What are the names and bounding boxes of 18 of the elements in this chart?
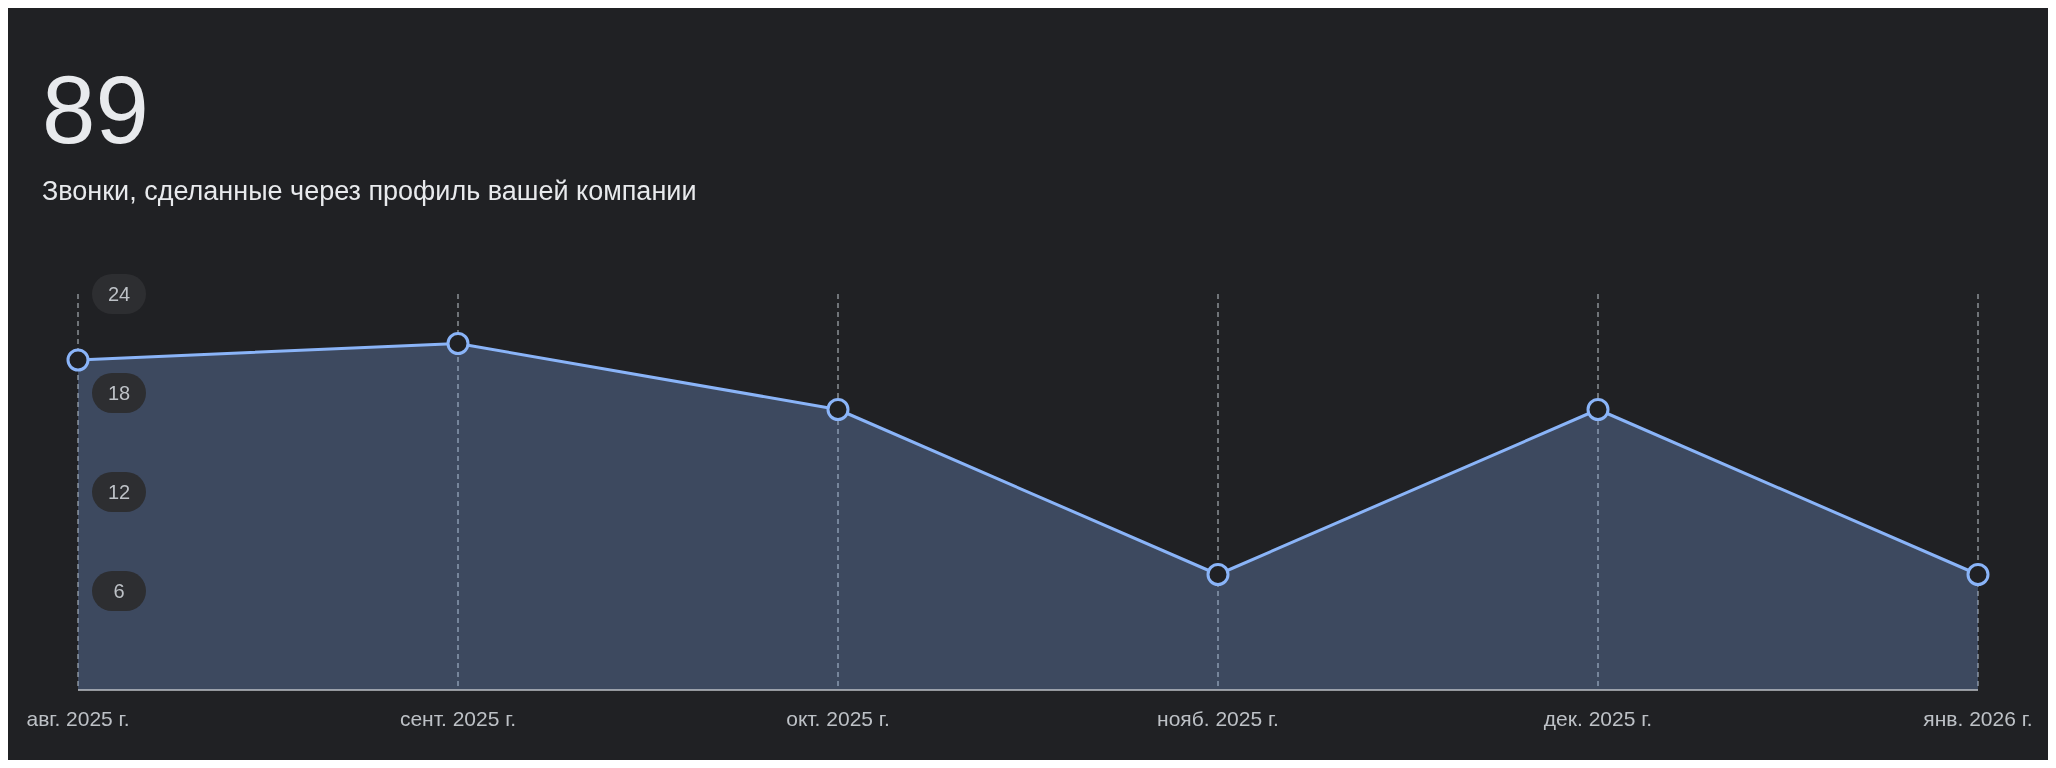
- x-tick-label: окт. 2025 г.: [786, 707, 890, 730]
- y-tick-label: 18: [107, 382, 131, 404]
- point: [446, 332, 470, 355]
- x-tick-label: авг. 2025 г.: [26, 707, 130, 730]
- y-tick-label: 12: [107, 481, 131, 503]
- x-tick-label: нояб. 2025 г.: [1157, 707, 1279, 730]
- point: [1966, 563, 1990, 586]
- x-tick-label: дек. 2025 г.: [1543, 707, 1653, 730]
- y-tick-label: 6: [113, 580, 125, 602]
- point: [66, 348, 90, 372]
- x-tick-label: сент. 2025 г.: [399, 707, 517, 730]
- chart-title: 89: [42, 56, 149, 163]
- chart-subtitle: Звонки, сделанные через профиль вашей компании: [42, 176, 697, 206]
- y-tick-label: 24: [107, 283, 131, 305]
- point: [826, 398, 850, 421]
- x-tick-label: янв. 2026 г.: [1923, 707, 2033, 730]
- point: [1586, 398, 1610, 421]
- point: [1206, 563, 1230, 586]
